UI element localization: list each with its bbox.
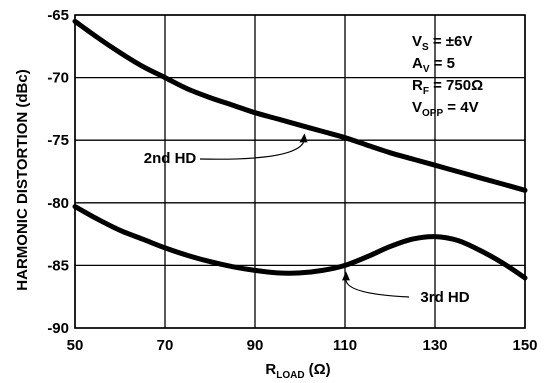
condition-line: AV = 5 [412, 55, 455, 75]
series-line-2nd-hd [72, 18, 528, 193]
condition-symbol: A [412, 55, 423, 72]
condition-line: VS = ±6V [412, 33, 472, 53]
condition-line: VOPP = 4V [412, 99, 479, 119]
x-axis-title-unit: (Ω) [309, 361, 331, 378]
x-tick-label: 110 [333, 337, 357, 354]
condition-value: = ±6V [429, 33, 473, 50]
annotation-3rd-hd: 3rd HD [420, 289, 469, 306]
arrowhead-2nd-hd [299, 133, 308, 143]
condition-symbol: V [412, 33, 422, 50]
condition-symbol: R [412, 77, 423, 94]
condition-line: RF = 750Ω [412, 77, 483, 97]
condition-symbol: V [412, 99, 422, 116]
condition-subscript: S [422, 42, 429, 53]
condition-subscript: F [423, 86, 429, 97]
curve-annotations: 2nd HD 3rd HD [144, 133, 470, 306]
plot-frame [74, 14, 526, 329]
x-tick-label: 70 [157, 337, 174, 354]
leader-line-2nd-hd [199, 142, 305, 160]
y-tick-label: -85 [47, 257, 69, 274]
arrowhead-3rd-hd [342, 271, 350, 281]
x-axis-title-main: R [265, 361, 276, 378]
annotation-2nd-hd: 2nd HD [144, 150, 197, 167]
axis-ticks: 50 70 90 110 130 150 -65 -70 -75 -80 -85 -90 [47, 7, 537, 354]
condition-value: = 5 [430, 55, 455, 72]
y-tick-label: -75 [47, 132, 69, 149]
y-tick-label: -70 [47, 70, 69, 87]
leader-line-3rd-hd [345, 280, 410, 298]
condition-subscript: OPP [422, 108, 443, 119]
data-series [72, 18, 528, 281]
series-line-3rd-hd [72, 204, 528, 281]
x-axis-title: RLOAD (Ω) [265, 361, 330, 381]
x-tick-label: 130 [422, 337, 447, 354]
x-tick-label: 150 [512, 337, 537, 354]
condition-subscript: V [423, 64, 430, 75]
x-tick-label: 90 [247, 337, 264, 354]
x-tick-label: 50 [67, 337, 84, 354]
y-tick-label: -65 [47, 7, 69, 24]
y-tick-label: -80 [47, 195, 69, 212]
y-tick-label: -90 [47, 320, 69, 337]
condition-value: = 4V [443, 99, 478, 116]
x-axis-title-sub: LOAD [276, 370, 304, 381]
plot-grid [74, 14, 526, 329]
condition-value: = 750Ω [429, 77, 483, 94]
y-axis-title: HARMONIC DISTORTION (dBc) [14, 69, 31, 290]
